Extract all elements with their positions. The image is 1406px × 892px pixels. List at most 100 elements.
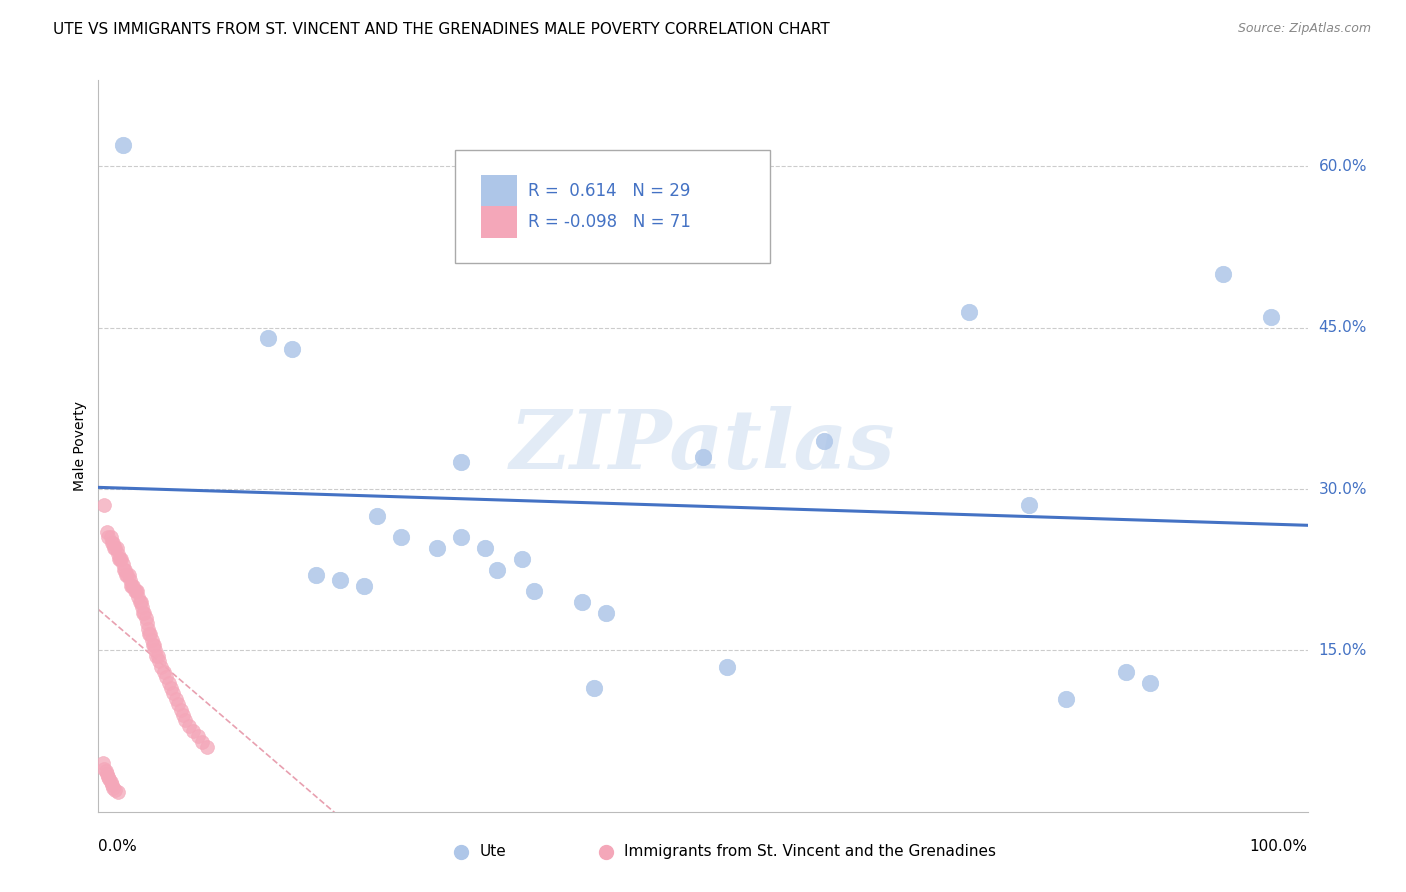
Point	[121, 579, 143, 593]
Point	[1018, 498, 1040, 512]
Point	[103, 541, 125, 556]
Point	[1139, 675, 1161, 690]
FancyBboxPatch shape	[481, 206, 517, 238]
Point	[114, 563, 136, 577]
Point	[100, 774, 122, 789]
Text: Source: ZipAtlas.com: Source: ZipAtlas.com	[1237, 22, 1371, 36]
Point	[142, 638, 165, 652]
Point	[128, 595, 150, 609]
Point	[96, 767, 118, 781]
Point	[145, 648, 167, 663]
Point	[1260, 310, 1282, 324]
Point	[125, 584, 148, 599]
Point	[111, 558, 134, 572]
Text: ZIPatlas: ZIPatlas	[510, 406, 896, 486]
Point	[692, 245, 714, 260]
Point	[353, 579, 375, 593]
Point	[1115, 665, 1137, 679]
Point	[143, 638, 166, 652]
Point	[450, 530, 472, 544]
Point	[813, 434, 835, 448]
Point	[595, 606, 617, 620]
Point	[305, 568, 328, 582]
Point	[181, 724, 204, 739]
Point	[100, 778, 122, 792]
Point	[122, 579, 145, 593]
Point	[112, 563, 135, 577]
Point	[426, 541, 449, 556]
Point	[110, 552, 132, 566]
Point	[474, 541, 496, 556]
Point	[157, 675, 180, 690]
Point	[191, 735, 214, 749]
Text: Immigrants from St. Vincent and the Grenadines: Immigrants from St. Vincent and the Gren…	[624, 845, 997, 860]
Point	[692, 450, 714, 464]
Point	[117, 568, 139, 582]
Point	[104, 783, 127, 797]
Point	[97, 530, 120, 544]
Point	[187, 730, 209, 744]
Point	[131, 600, 153, 615]
Point	[93, 498, 115, 512]
Point	[486, 563, 509, 577]
Y-axis label: Male Poverty: Male Poverty	[73, 401, 87, 491]
Point	[571, 595, 593, 609]
Point	[120, 579, 142, 593]
Point	[108, 552, 131, 566]
Point	[132, 606, 155, 620]
Point	[143, 643, 166, 657]
Point	[127, 590, 149, 604]
Point	[100, 536, 122, 550]
Text: Ute: Ute	[479, 845, 506, 860]
Point	[101, 536, 124, 550]
Point	[96, 524, 118, 539]
Point	[129, 595, 152, 609]
Point	[179, 719, 201, 733]
Text: 15.0%: 15.0%	[1319, 643, 1367, 658]
Point	[118, 574, 141, 588]
Point	[97, 770, 120, 784]
Point	[146, 648, 169, 663]
Text: R = -0.098   N = 71: R = -0.098 N = 71	[527, 213, 690, 231]
Point	[450, 863, 472, 878]
Point	[104, 541, 127, 556]
Point	[105, 541, 128, 556]
Point	[98, 772, 121, 787]
Point	[135, 616, 157, 631]
Point	[115, 568, 138, 582]
Text: 100.0%: 100.0%	[1250, 839, 1308, 855]
Point	[1054, 691, 1077, 706]
Point	[152, 665, 174, 679]
Text: 0.0%: 0.0%	[98, 839, 138, 855]
Point	[136, 622, 159, 636]
Point	[93, 762, 115, 776]
Point	[167, 697, 190, 711]
Point	[523, 584, 546, 599]
Point	[450, 455, 472, 469]
Point	[169, 702, 191, 716]
Point	[162, 686, 184, 700]
Point	[510, 552, 533, 566]
Point	[138, 627, 160, 641]
Point	[366, 508, 388, 523]
Text: 45.0%: 45.0%	[1319, 320, 1367, 335]
Point	[101, 780, 124, 795]
Point	[155, 670, 177, 684]
Text: 60.0%: 60.0%	[1319, 159, 1367, 174]
FancyBboxPatch shape	[481, 175, 517, 207]
Text: R =  0.614   N = 29: R = 0.614 N = 29	[527, 182, 690, 200]
Point	[135, 611, 157, 625]
Point	[165, 691, 187, 706]
Point	[583, 681, 606, 695]
Point	[134, 606, 156, 620]
Text: 30.0%: 30.0%	[1319, 482, 1367, 497]
Point	[389, 530, 412, 544]
Point	[139, 627, 162, 641]
Point	[1212, 267, 1234, 281]
Point	[118, 568, 141, 582]
Point	[124, 584, 146, 599]
Point	[595, 863, 617, 878]
Point	[91, 756, 114, 771]
FancyBboxPatch shape	[456, 150, 769, 263]
Point	[141, 632, 163, 647]
